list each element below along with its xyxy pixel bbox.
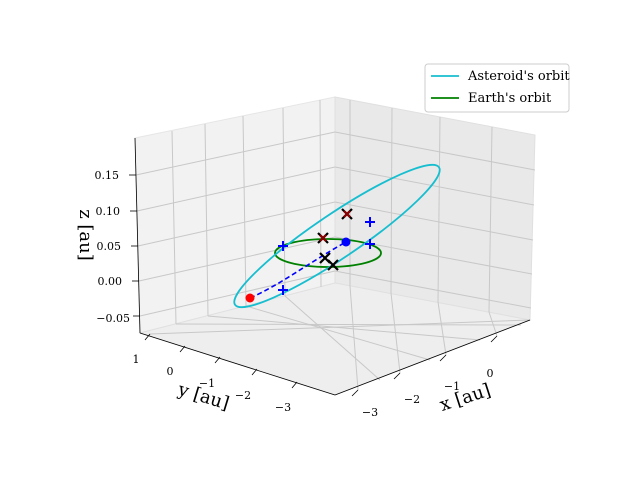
tick-marks <box>129 174 498 397</box>
y-tick-label: 1 <box>133 353 140 366</box>
legend-label-earth: Earth's orbit <box>468 91 552 106</box>
z-tick-label: 0.00 <box>98 275 123 288</box>
legend-box <box>424 63 570 113</box>
grid-line <box>488 311 498 337</box>
plot-layer <box>233 163 441 309</box>
tick-mark <box>439 354 447 362</box>
grid-line <box>135 131 336 176</box>
legend-label-asteroid: Asteroid's orbit <box>467 69 570 84</box>
tick-mark <box>490 335 498 343</box>
marker-blue-plus <box>365 239 375 249</box>
grid-line <box>437 116 441 303</box>
pane-back-right <box>334 96 536 321</box>
x-tick-label: −3 <box>362 406 378 419</box>
grid-line <box>319 99 322 288</box>
transfer-path <box>249 241 347 299</box>
series-line-asteroid-orbit <box>233 163 441 309</box>
grid-line <box>245 305 431 361</box>
grid-line <box>175 323 522 326</box>
grid-line <box>207 315 481 341</box>
x-tick-labels: −3 −2 −1 0 <box>362 367 494 419</box>
marker-blue-plus <box>278 241 288 251</box>
grid-line <box>334 270 532 309</box>
y-axis-line <box>139 332 336 396</box>
grid-line <box>488 126 493 313</box>
grid-line <box>137 201 336 247</box>
series-line-earth-orbit <box>274 238 382 268</box>
marker-blue-plus <box>365 217 375 227</box>
tick-mark <box>351 389 359 397</box>
grid-line <box>204 123 209 317</box>
y-tick-label: 0 <box>167 365 174 378</box>
tick-mark <box>393 372 401 380</box>
y-tick-label: −1 <box>199 377 215 390</box>
grid-line <box>171 130 177 325</box>
tick-mark <box>214 356 221 364</box>
z-tick-label: 0.05 <box>97 240 122 253</box>
legend: Asteroid's orbit Earth's orbit <box>424 63 570 113</box>
x-tick-label: 0 <box>487 367 494 380</box>
grid-line <box>138 236 336 282</box>
tick-mark <box>144 333 151 341</box>
marker-red-x <box>343 210 351 218</box>
tick-mark <box>291 381 298 389</box>
tick-mark <box>251 368 258 376</box>
marker-stroke <box>319 234 327 242</box>
grid-line <box>282 107 286 297</box>
marker-black-x <box>327 259 339 271</box>
marker-stroke <box>343 210 351 218</box>
marker-blue-dot <box>341 237 351 247</box>
grid-line <box>136 166 336 212</box>
marker-blue-plus <box>278 285 288 295</box>
x-tick-label: −1 <box>444 380 460 393</box>
x-tick-label: −2 <box>404 393 420 406</box>
z-tick-label: 0.10 <box>96 205 121 218</box>
grid-line <box>149 319 531 335</box>
y-tick-label: −2 <box>235 389 251 402</box>
tick-mark <box>179 345 186 353</box>
grid-line <box>437 301 447 356</box>
z-axis-line <box>134 137 141 334</box>
z-tick-label: −0.05 <box>96 312 130 325</box>
marker-red-dot <box>245 293 255 303</box>
y-tick-labels: 1 0 −1 −2 −3 <box>133 353 292 414</box>
axis-lines <box>134 137 531 396</box>
axes-panes <box>134 96 536 396</box>
grid-line <box>334 166 535 206</box>
y-tick-label: −3 <box>275 401 291 414</box>
z-tick-labels: 0.15 0.10 0.05 0.00 −0.05 <box>95 169 131 325</box>
grid-line <box>284 295 381 381</box>
grid-line <box>334 131 536 171</box>
marker-red-x <box>319 234 327 242</box>
grid-line <box>334 201 534 241</box>
marker-stroke <box>319 252 331 264</box>
grid-line <box>390 107 393 294</box>
grid-line <box>242 115 247 307</box>
z-tick-label: 0.15 <box>95 169 120 182</box>
marker-stroke <box>327 259 339 271</box>
z-axis-label: z [au] <box>75 209 96 261</box>
x-axis-line <box>334 319 531 396</box>
